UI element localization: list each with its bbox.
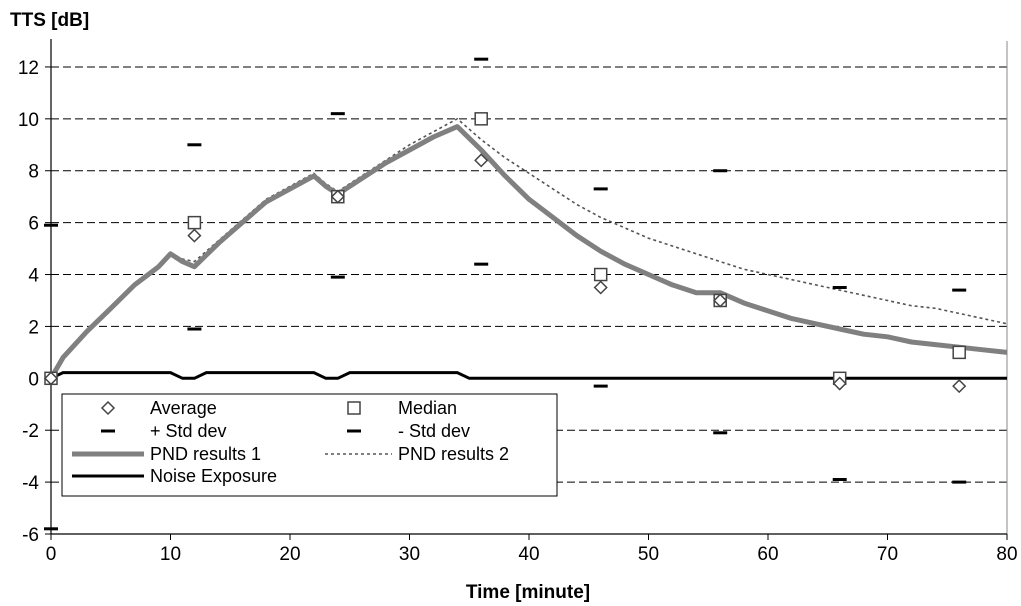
median-point — [593, 267, 608, 282]
median-point — [474, 112, 488, 126]
x-tick-label: 40 — [518, 544, 539, 565]
axes: -6 -4 -2 0 2 4 6 8 10 12 0 10 20 30 40 50 60 70 80 — [18, 39, 1018, 565]
legend-noise-label: Noise Exposure — [150, 466, 277, 486]
y-tick-label: 2 — [28, 317, 39, 338]
legend: Average Median + Std dev - Std dev PND resul… — [61, 393, 558, 497]
legend-average-label: Average — [150, 398, 217, 418]
average-point — [713, 293, 728, 308]
x-tick-label: 30 — [399, 544, 420, 565]
x-tick-label: 50 — [638, 544, 659, 565]
y-tick-label: -2 — [22, 421, 39, 442]
average-point — [832, 376, 847, 391]
y-tick-label: -6 — [22, 525, 39, 546]
legend-plus-std-label: + Std dev — [150, 421, 227, 441]
x-tick-label: 80 — [996, 544, 1017, 565]
legend-pnd1-label: PND results 1 — [150, 444, 261, 464]
median-point — [952, 345, 966, 360]
legend-box — [61, 393, 558, 497]
average-point — [43, 371, 59, 386]
pnd-results-1-line — [48, 124, 1008, 380]
x-tick-label: 0 — [46, 544, 57, 565]
series-layer — [48, 117, 1008, 380]
y-tick-label: 4 — [28, 266, 39, 287]
x-axis-title: Time [minute] — [466, 582, 590, 603]
x-tick-label: 20 — [279, 544, 300, 565]
x-tick-label: 10 — [160, 544, 181, 565]
legend-median-symbol — [347, 401, 361, 415]
average-point — [952, 379, 967, 394]
average-point — [330, 189, 345, 204]
y-axis-title: TTS [dB] — [10, 10, 89, 31]
legend-pnd2-label: PND results 2 — [398, 444, 509, 464]
legend-average-symbol — [100, 400, 116, 416]
pnd-results-2-line — [50, 117, 1008, 379]
y-tick-label: 10 — [18, 110, 39, 131]
legend-minus-std-label: - Std dev — [398, 421, 470, 441]
y-tick-label: -4 — [22, 473, 39, 494]
y-tick-label: 6 — [28, 214, 39, 235]
marker-layer — [43, 57, 967, 531]
average-point — [474, 153, 489, 168]
y-tick-label: 0 — [28, 369, 39, 390]
average-point — [187, 228, 202, 243]
x-tick-label: 60 — [757, 544, 778, 565]
average-point — [593, 280, 608, 295]
y-tick-label: 12 — [18, 58, 39, 79]
noise-exposure-line — [50, 371, 1007, 380]
legend-median-label: Median — [398, 398, 457, 418]
y-tick-label: 8 — [28, 162, 39, 183]
x-tick-label: 70 — [877, 544, 898, 565]
median-point — [187, 215, 202, 230]
